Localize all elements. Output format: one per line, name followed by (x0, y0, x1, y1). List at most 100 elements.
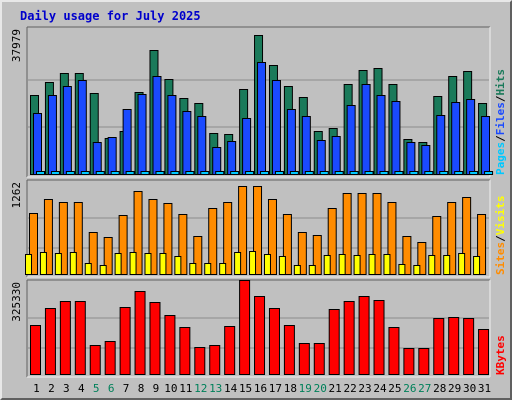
day-label: 9 (153, 382, 160, 395)
bar-sites (368, 254, 376, 275)
bar-pages (304, 171, 314, 175)
bar-files (47, 95, 57, 175)
legend-entry: Sites (494, 242, 507, 275)
bar-sites (398, 264, 406, 275)
bar-files (391, 101, 401, 175)
bar-kbytes (418, 348, 430, 375)
legend-entry: / (494, 95, 507, 102)
bar-files (481, 116, 491, 175)
bar-pages (170, 171, 180, 175)
bar-files (286, 109, 296, 175)
bar-pages (469, 171, 479, 175)
bar-visits (342, 193, 352, 275)
bar-sites (353, 255, 361, 275)
bar-kbytes (373, 300, 385, 375)
legend-entry: / (494, 235, 507, 242)
bar-files (271, 80, 281, 175)
bar-files (257, 62, 267, 175)
bar-sites (473, 256, 481, 275)
bar-pages (260, 171, 270, 175)
day-label: 1 (33, 382, 40, 395)
bar-files (62, 86, 72, 175)
day-label: 18 (284, 382, 297, 395)
bar-visits (402, 236, 412, 275)
bar-kbytes (313, 343, 325, 375)
bar-kbytes (254, 296, 266, 375)
bar-pages (334, 171, 344, 175)
day-label: 8 (138, 382, 145, 395)
day-label: 12 (194, 382, 207, 395)
bar-kbytes (119, 307, 131, 375)
day-label: 2 (48, 382, 55, 395)
bar-pages (409, 171, 419, 175)
bar-visits (43, 199, 53, 275)
ymax-label-kbytes: 325330 (10, 282, 23, 322)
legend-hits-files-pages: Pages/Files/Hits (494, 69, 507, 175)
bar-sites (383, 254, 391, 275)
bar-sites (308, 265, 316, 275)
bar-files (122, 109, 132, 175)
legend-entry: Visits (494, 196, 507, 236)
bar-visits (193, 236, 203, 275)
ymax-label-hits-files-pages: 37979 (10, 29, 23, 62)
bar-visits (282, 214, 292, 275)
bar-kbytes (448, 317, 460, 375)
bar-visits (223, 202, 233, 275)
bar-pages (110, 171, 120, 175)
bar-visits (417, 242, 427, 275)
bar-files (92, 142, 102, 175)
bar-kbytes (268, 308, 280, 375)
bar-visits (163, 203, 173, 275)
bar-files (361, 84, 371, 175)
bar-kbytes (30, 325, 41, 375)
bar-files (212, 147, 222, 175)
day-label: 22 (343, 382, 356, 395)
bar-files (77, 80, 87, 175)
bar-pages (424, 171, 434, 175)
bar-kbytes (388, 327, 400, 375)
day-label: 28 (433, 382, 446, 395)
bar-files (406, 142, 416, 175)
bar-sites (458, 253, 466, 275)
bar-pages (125, 171, 135, 175)
bar-files (376, 95, 386, 175)
bar-sites (428, 255, 436, 275)
bar-files (331, 136, 341, 175)
legend-kbytes: KBytes (494, 335, 507, 375)
bar-pages (215, 171, 225, 175)
day-label: 17 (269, 382, 282, 395)
bar-visits (118, 215, 128, 275)
bar-files (197, 116, 207, 175)
bar-visits (148, 199, 158, 275)
bar-pages (65, 171, 75, 175)
day-label: 11 (179, 382, 192, 395)
legend-entry: Hits (494, 69, 507, 96)
day-label: 4 (78, 382, 85, 395)
legend-entry: Files (494, 102, 507, 135)
bar-sites (99, 265, 107, 275)
day-label: 20 (314, 382, 327, 395)
bar-pages (289, 171, 299, 175)
bar-visits (432, 216, 442, 275)
bar-visits (29, 213, 38, 275)
bar-pages (439, 171, 449, 175)
bar-visits (58, 202, 68, 275)
bar-sites (144, 253, 152, 275)
bar-sites (84, 263, 92, 275)
day-label: 25 (388, 382, 401, 395)
bar-pages (185, 171, 195, 175)
bar-sites (189, 263, 197, 275)
bar-visits (267, 199, 277, 275)
day-label: 19 (299, 382, 312, 395)
bar-files (451, 102, 461, 175)
bar-files (182, 111, 192, 175)
bar-visits (253, 186, 263, 275)
bar-sites (204, 263, 212, 275)
day-label: 5 (93, 382, 100, 395)
day-label: 13 (209, 382, 222, 395)
bar-visits (297, 232, 307, 275)
day-label: 7 (123, 382, 130, 395)
bar-pages (155, 171, 165, 175)
bar-sites (443, 255, 451, 275)
